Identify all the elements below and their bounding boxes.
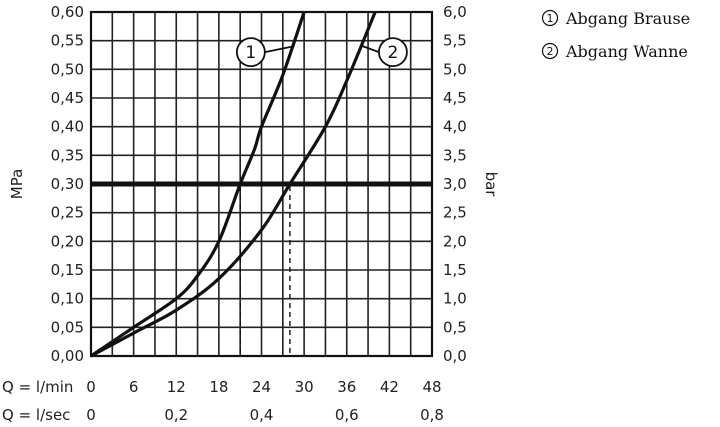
legend-number: 2 xyxy=(547,45,554,58)
y-left-tick-label: 0,45 xyxy=(51,89,84,107)
y-right-tick-label: 4,5 xyxy=(443,89,467,107)
legend-label: Abgang Brause xyxy=(565,9,690,28)
legend-number-circle xyxy=(541,9,559,27)
y-right-tick-label: 4,0 xyxy=(443,118,467,136)
callout-circle-1 xyxy=(235,37,266,68)
y-left-tick-label: 0,30 xyxy=(51,175,84,193)
callout-label-1: 1 xyxy=(245,43,256,63)
x-row-label: Q = l/min xyxy=(2,378,73,396)
y-right-tick-label: 6,0 xyxy=(443,3,467,21)
y-left-tick-label: 0,60 xyxy=(51,3,84,21)
y-right-tick-label: 3,0 xyxy=(443,175,467,193)
y-left-tick-label: 0,50 xyxy=(51,60,84,78)
x-tick-label: 0,4 xyxy=(250,406,274,424)
x-tick-label: 18 xyxy=(209,378,228,396)
y-left-tick-label: 0,15 xyxy=(51,261,84,279)
callout-leader-1 xyxy=(264,45,295,54)
x-tick-label: 6 xyxy=(129,378,139,396)
y-right-ticks: 0,0 0,5 1,0 1,5 2,0 2,5 3,0 3,5 4,0 4,5 5,0 5,5 6,0 xyxy=(443,3,467,365)
y-right-tick-label: 5,0 xyxy=(443,60,467,78)
x-row-label: Q = l/sec xyxy=(2,406,70,424)
plot-border xyxy=(89,10,434,358)
y-right-tick-label: 1,0 xyxy=(443,290,467,308)
callout-circle-2 xyxy=(378,37,408,68)
x-tick-label: 12 xyxy=(167,378,186,396)
y-left-tick-label: 0,35 xyxy=(51,146,84,164)
y-right-tick-label: 0,5 xyxy=(443,318,467,336)
legend-number-circle xyxy=(541,42,559,60)
y-left-tick-label: 0,10 xyxy=(51,290,84,308)
x-tick-label: 42 xyxy=(380,378,399,396)
y-right-axis-title: bar xyxy=(482,172,500,198)
y-left-tick-label: 0,20 xyxy=(51,232,84,250)
x-tick-label: 0 xyxy=(86,406,96,424)
x-tick-label: 0,8 xyxy=(420,406,444,424)
x-tick-label: 0,6 xyxy=(335,406,359,424)
y-right-tick-label: 2,0 xyxy=(443,232,467,250)
plot-frame xyxy=(89,10,434,358)
y-left-tick-label: 0,25 xyxy=(51,204,84,222)
y-right-tick-label: 5,5 xyxy=(443,32,467,50)
y-right-tick-label: 3,5 xyxy=(443,146,467,164)
y-right-tick-label: 1,5 xyxy=(443,261,467,279)
y-left-tick-label: 0,55 xyxy=(51,32,84,50)
series-line-1 xyxy=(90,11,306,358)
x-tick-rows: Q = l/min 0 6 12 18 24 30 36 42 48 Q = l/sec 0 0,2 0,… xyxy=(2,378,444,424)
drop-lines xyxy=(239,186,291,356)
callout-label-2: 2 xyxy=(388,43,399,63)
x-tick-label: 30 xyxy=(295,378,314,396)
legend-label: Abgang Wanne xyxy=(565,42,688,61)
y-left-axis-title: MPa xyxy=(8,169,26,200)
callout-leader-2 xyxy=(362,45,380,53)
y-left-tick-label: 0,40 xyxy=(51,118,84,136)
legend-number: 1 xyxy=(547,12,554,25)
y-right-tick-label: 2,5 xyxy=(443,204,467,222)
series-curves xyxy=(90,11,377,358)
series-line-2 xyxy=(90,11,377,358)
x-tick-label: 48 xyxy=(422,378,441,396)
y-left-tick-label: 0,00 xyxy=(51,347,84,365)
x-tick-label: 24 xyxy=(252,378,271,396)
x-tick-label: 0,2 xyxy=(164,406,188,424)
y-right-tick-label: 0,0 xyxy=(443,347,467,365)
y-left-ticks: 0,00 0,05 0,10 0,15 0,20 0,25 0,30 0,35 0,40 0,45… xyxy=(51,3,84,365)
x-tick-label: 36 xyxy=(337,378,356,396)
legend: 1 Abgang Brause 2 Abgang Wanne xyxy=(541,9,690,61)
x-tick-label: 0 xyxy=(86,378,96,396)
y-left-tick-label: 0,05 xyxy=(51,318,84,336)
